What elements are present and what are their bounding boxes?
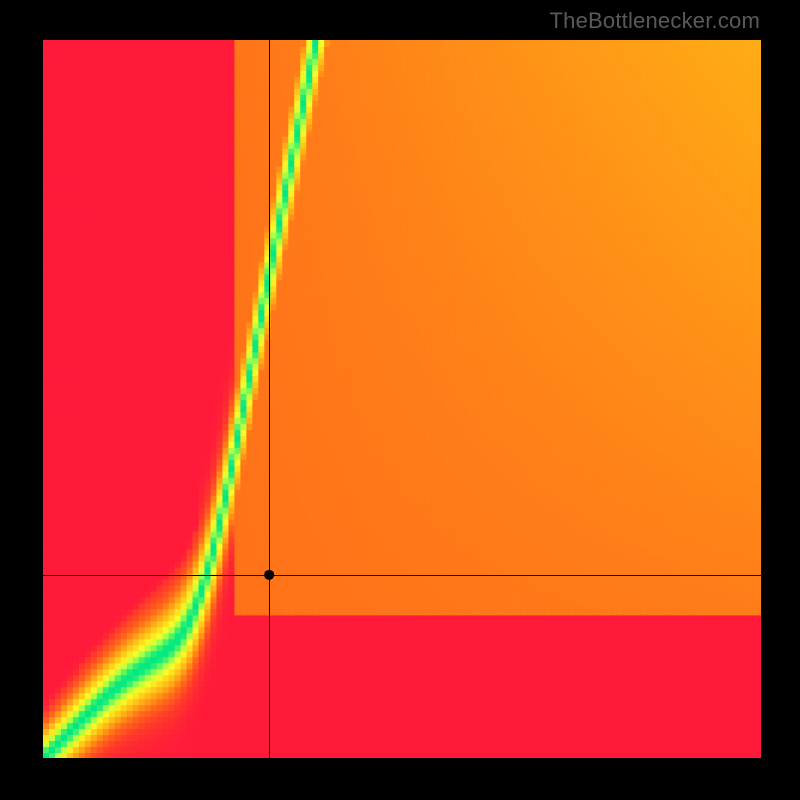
chart-container: TheBottlenecker.com xyxy=(0,0,800,800)
watermark-text: TheBottlenecker.com xyxy=(550,8,760,34)
bottleneck-heatmap xyxy=(43,40,761,758)
